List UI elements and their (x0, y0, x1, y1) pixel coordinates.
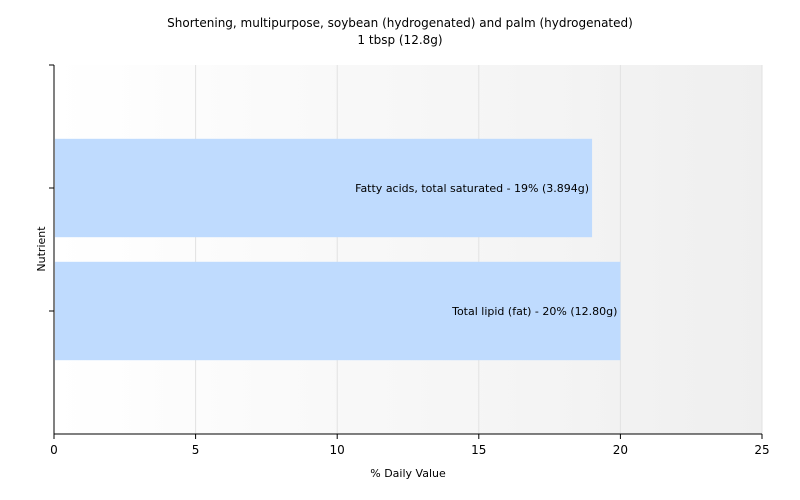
bar (55, 138, 593, 238)
y-axis-label: Nutrient (35, 226, 48, 272)
bar (55, 261, 621, 361)
x-tick-label: 0 (50, 443, 58, 457)
bars: Fatty acids, total saturated - 19% (3.89… (55, 138, 621, 361)
x-tick-label: 10 (330, 443, 345, 457)
chart-subtitle: 1 tbsp (12.8g) (357, 33, 442, 47)
bar-label: Total lipid (fat) - 20% (12.80g) (451, 305, 617, 318)
x-tick-label: 15 (471, 443, 486, 457)
x-axis-label: % Daily Value (370, 467, 446, 480)
x-ticks: 0 5 10 15 20 25 (50, 434, 770, 457)
x-tick-label: 25 (754, 443, 769, 457)
axes (49, 64, 762, 435)
grid (195, 65, 763, 434)
plot-area (54, 65, 762, 434)
bar-label: Fatty acids, total saturated - 19% (3.89… (355, 182, 589, 195)
x-tick-label: 5 (192, 443, 200, 457)
x-tick-label: 20 (613, 443, 628, 457)
chart-title: Shortening, multipurpose, soybean (hydro… (167, 16, 633, 30)
